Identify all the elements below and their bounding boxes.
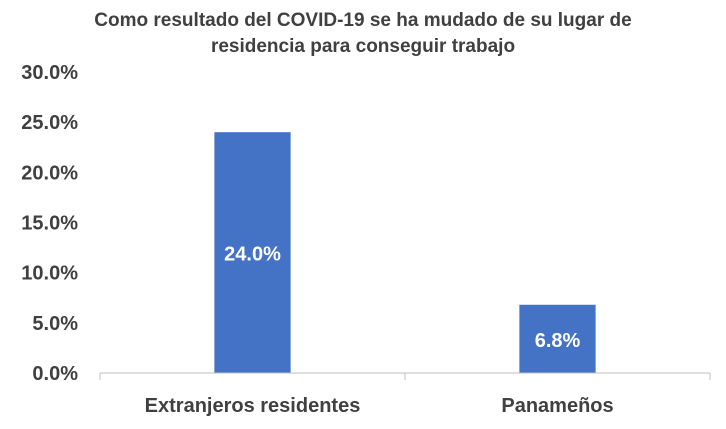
y-tick-label: 10.0%: [21, 263, 78, 285]
bars: [214, 132, 596, 373]
x-category-label: Panameños: [501, 395, 613, 417]
bar-data-label: 6.8%: [535, 330, 581, 352]
y-axis-tick-labels: 0.0% 5.0% 10.0% 15.0% 20.0% 25.0% 30.0%: [21, 62, 78, 385]
x-axis-category-labels: Extranjeros residentes Panameños: [145, 395, 614, 417]
data-labels: 24.0% 6.8%: [224, 244, 580, 352]
bar: [519, 304, 596, 373]
y-tick-label: 30.0%: [21, 62, 78, 84]
x-axis: [99, 372, 711, 380]
chart-title: Como resultado del COVID-19 se ha mudado…: [0, 8, 726, 60]
y-tick-label: 15.0%: [21, 213, 78, 235]
y-tick-label: 5.0%: [32, 313, 78, 335]
y-tick-label: 20.0%: [21, 162, 78, 184]
chart-title-line-1: Como resultado del COVID-19 se ha mudado…: [94, 10, 632, 31]
y-tick-label: 0.0%: [32, 363, 78, 385]
bar-data-label: 24.0%: [224, 244, 281, 266]
x-category-label: Extranjeros residentes: [145, 395, 361, 417]
bar: [214, 132, 291, 373]
y-tick-label: 25.0%: [21, 112, 78, 134]
chart-title-line-2: residencia para conseguir trabajo: [210, 36, 516, 57]
